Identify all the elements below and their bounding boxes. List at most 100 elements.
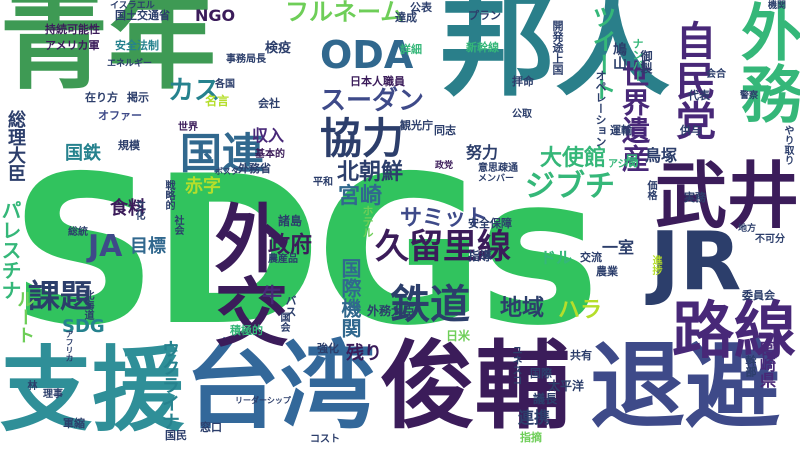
word-yoritori: やり取り [782,125,793,165]
word-sdg: SDG [62,316,105,337]
word-dollar: ドル [540,248,573,267]
word-shohin: 農産品 [268,254,298,265]
word-kyoken: 拝命 [512,75,534,88]
word-sekai: 世界 [178,122,198,133]
word-miyazakiken: 宮崎県 [757,340,776,388]
word-gaiko: 外交 [202,200,288,348]
word-kikan: 機関 [768,1,787,11]
word-heiwa: 平和 [313,177,333,188]
word-sosaku: 総統 [68,227,88,238]
word-keisatsu: 警察 [740,91,759,101]
word-anzen: 安全法制 [115,39,159,52]
word-gyoso: 御製 [639,50,653,74]
word-palestina: パレスチナ [0,200,22,300]
word-iinkai: 委員会 [742,289,775,302]
word-hoteru: ホテル [361,205,374,238]
word-akaji: 赤字 [185,176,221,197]
word-hara: ハラ [558,298,603,323]
word-seifu: 政府 [268,233,313,258]
word-shinkansen: 新幹線 [466,41,499,54]
word-shokuryo: 食料 [110,198,146,219]
word-kokusai: 国際 [530,367,552,380]
word-renkei: 連携 [518,408,551,427]
word-jizoku: 持続可能性 [45,23,100,36]
word-koryu: 交流 [580,251,602,264]
word-kyoku: 局 [625,154,639,170]
word-kyoka: 強化 [317,342,339,355]
word-africa: アフリカ [65,330,74,362]
word-kokusaikikan: 国際機関 [338,258,362,338]
word-kyoho: 供与 [680,124,702,137]
word-nokori: 残り [346,343,382,364]
word-rosen: 路線 [672,294,797,367]
word-tassei: 達成 [395,11,417,24]
word-miyazaki: 宮崎 [338,184,383,209]
word-taiheiyo: 太平洋 [548,379,585,393]
word-shinpo: 進捗 [650,255,661,275]
word-sdgs: SDGs [10,133,600,371]
word-fukabun: 不可分 [755,234,785,245]
word-kankocho: 観光庁 [400,119,433,132]
word-koho: 公取 [512,109,532,120]
word-kokutetsu: 国鉄 [65,143,101,164]
word-ushi: 牛 [262,283,282,307]
word-cost: コスト [310,434,340,445]
word-hosoku: 日本人職員 [350,75,405,88]
word-tetsudo: 鉄道 [390,282,470,328]
word-taihi: 退避 [590,332,781,442]
word-offer: オファー [98,109,142,122]
word-hokkaido: 北海道 [82,290,93,320]
word-shido: 指導 [468,249,493,263]
word-taishikan: 大使館 [540,146,607,171]
word-kakukoku: 各国 [215,79,235,90]
word-fullname: フルネーム [285,0,405,26]
word-jinji: 総理大臣 [5,110,26,182]
word-energy: エネルギー [107,59,153,69]
word-kyoyu: 共有 [570,349,592,362]
word-jr: JR [650,215,742,308]
word-shima: 鳥塚 [645,146,678,165]
word-kanbu: 幹部 [744,355,757,377]
word-jimu: 事務局長 [226,54,266,65]
word-koen: 公表 [410,1,432,14]
word-takei: 武井 [655,154,800,238]
word-doryoku: 努力 [466,143,499,162]
word-hatoyama: 鳩山 [611,42,627,70]
word-shakai: 社会 [172,215,183,235]
word-keiji: 掲示 [127,91,149,104]
word-tiho: 地方 [738,224,757,234]
word-zaikata: 在り方 [85,91,118,104]
word-mokuhyo: 目標 [130,236,166,257]
word-poster: ポスター [215,167,247,176]
word-jiminto: 自民党 [669,20,715,140]
word-gaimusho: 外務省 [238,162,271,175]
word-kadai: 課題 [28,277,93,315]
word-madoguchi: 窓口 [200,421,222,434]
word-shoshaku: 諸島 [278,214,303,228]
word-kokuren: 国連 [180,129,265,178]
word-kihonteki: 基本的 [255,149,285,160]
word-ngo: NGO [195,6,236,25]
word-sudan: スーダン [320,86,425,116]
word-gaimu: 外務 [730,0,800,124]
word-kaisha: 会社 [258,97,280,110]
word-shien: 支援 [0,337,185,444]
word-nihonmai: 日米 [446,329,471,343]
word-bus: バス [284,295,297,317]
word-plan: プラン [468,9,501,22]
word-taiwan: 台湾 [185,332,376,442]
word-hayashi: 林 [25,380,36,390]
word-shosai: 詳細 [400,43,422,56]
word-kakaku: 価格 [645,180,656,200]
word-oda: ODA [320,33,414,77]
word-kokumin: 国民 [165,429,187,442]
word-kokkai: 国会 [278,312,289,332]
word-kurume: 久留里線 [375,227,511,267]
word-gunshuku: 軍縮 [63,417,85,430]
word-kitachosen: 北朝鮮 [337,160,404,185]
word-america: アメリカ軍 [45,39,100,52]
word-member: メンバー [478,174,515,184]
word-gaimudaijin: 外務大臣 [367,304,416,318]
word-shitsu: 一室 [602,238,635,257]
